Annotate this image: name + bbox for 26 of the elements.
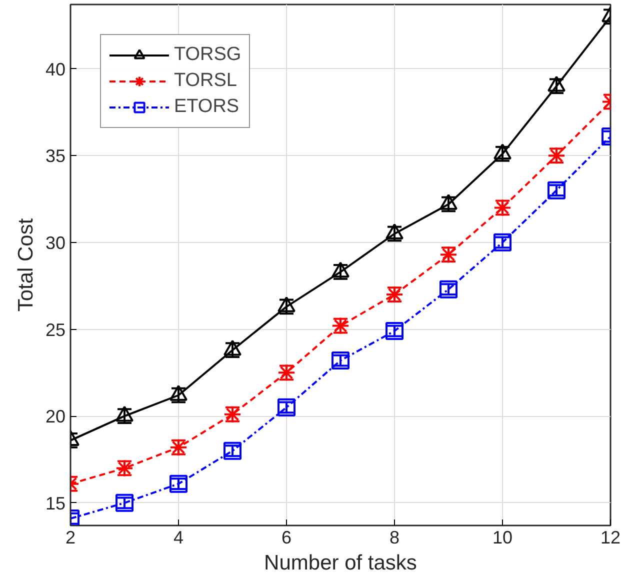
point — [494, 233, 512, 252]
point — [116, 494, 134, 512]
y-tick-label: 30 — [45, 232, 66, 253]
y-tick-label: 15 — [45, 493, 66, 514]
y-tick-label: 25 — [45, 320, 66, 340]
point — [278, 398, 296, 416]
x-tick-label: 10 — [492, 528, 513, 548]
point — [440, 280, 458, 298]
point — [332, 352, 350, 370]
legend-label: ETORS — [174, 96, 240, 118]
y-tick-label: 40 — [45, 59, 66, 80]
y-tick-label: 20 — [45, 406, 66, 427]
x-tick-label: 4 — [173, 528, 184, 548]
point — [386, 322, 404, 340]
point — [170, 474, 188, 493]
y-tick-label: 35 — [45, 146, 66, 166]
x-tick-label: 12 — [600, 528, 621, 548]
point — [224, 442, 242, 460]
x-tick-label: 8 — [389, 528, 400, 548]
x-tick-label: 2 — [65, 528, 76, 548]
legend-label: TORSL — [174, 70, 238, 92]
y-axis-title: Total Cost — [14, 218, 38, 312]
legend-label: TORSG — [174, 44, 242, 66]
x-axis-title: Number of tasks — [264, 552, 417, 574]
point — [548, 181, 566, 200]
x-tick-label: 6 — [281, 528, 292, 548]
